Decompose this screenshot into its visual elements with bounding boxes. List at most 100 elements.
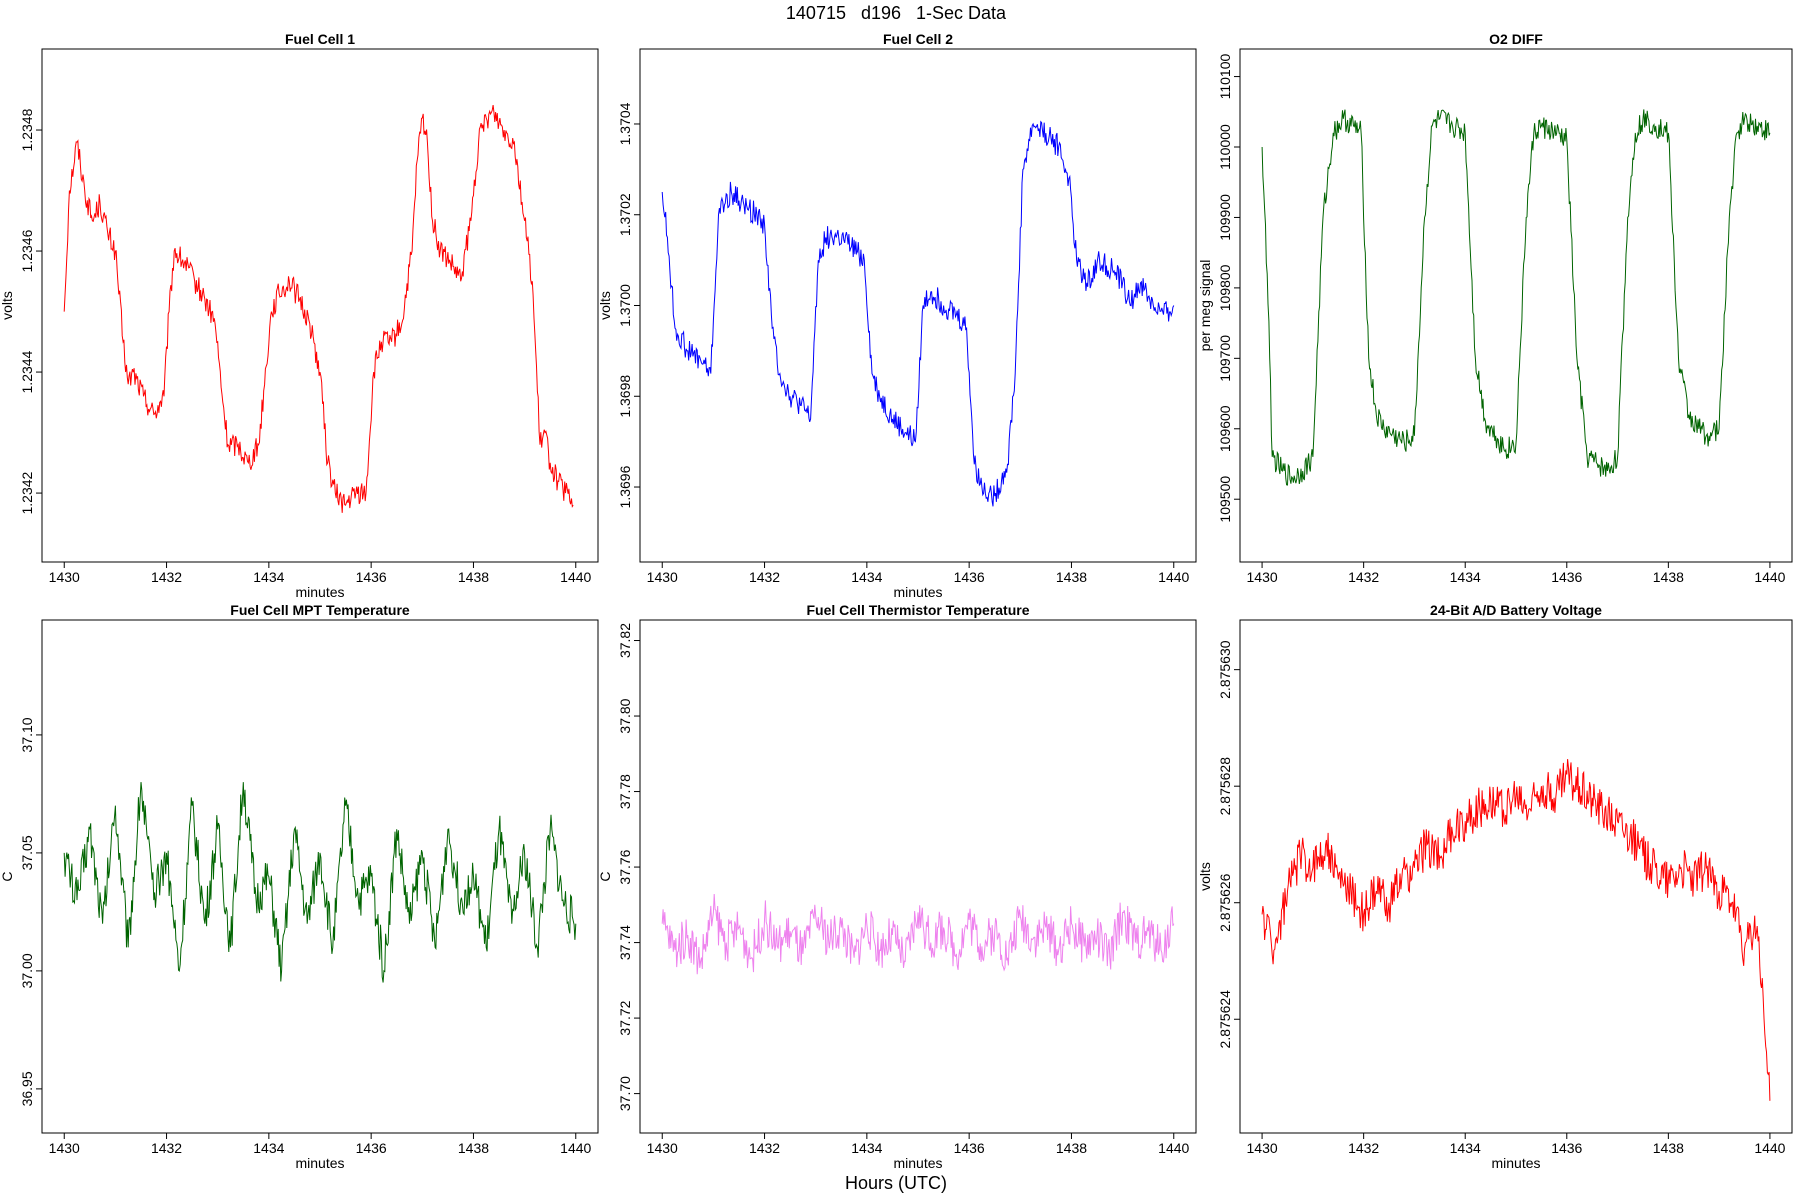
y-tick-label: 2.875628 xyxy=(1217,757,1233,816)
chart-panel-1: Fuel Cell 1 1430 1432 1434 1436 1438 1440 minut… xyxy=(0,31,599,600)
y-tick-label: 109500 xyxy=(1217,476,1233,523)
plot-frame xyxy=(639,48,1197,563)
series-line xyxy=(63,105,574,513)
x-axis-label: minutes xyxy=(1491,1155,1540,1171)
y-tick-label: 1.3702 xyxy=(617,193,633,236)
x-tick-label: 1430 xyxy=(647,569,678,585)
x-tick-label: 1438 xyxy=(1653,569,1684,585)
x-tick-label: 1434 xyxy=(851,1140,882,1156)
x-tick-label: 1434 xyxy=(253,569,284,585)
x-tick-label: 1438 xyxy=(1056,569,1087,585)
y-tick-label: 1.2344 xyxy=(19,350,35,393)
y-tick-label: 37.10 xyxy=(19,717,35,752)
y-tick-label: 37.78 xyxy=(617,774,633,809)
x-tick-label: 1434 xyxy=(851,569,882,585)
chart-panel-2: Fuel Cell 2 1430 1432 1434 1436 1438 1440 minut… xyxy=(597,31,1197,600)
x-tick-label: 1440 xyxy=(560,569,591,585)
x-tick-label: 1434 xyxy=(1450,1140,1481,1156)
x-tick-label: 1440 xyxy=(1158,1140,1189,1156)
y-tick-label: 1.3704 xyxy=(617,102,633,145)
y-tick-label: 1.3700 xyxy=(617,284,633,327)
series-line xyxy=(1261,109,1771,486)
x-tick-label: 1436 xyxy=(1551,569,1582,585)
x-tick-label: 1434 xyxy=(1450,569,1481,585)
y-axis-label: C xyxy=(597,871,613,881)
panel-title: Fuel Cell 2 xyxy=(883,31,953,47)
y-tick-label: 37.76 xyxy=(617,849,633,884)
panel-title: Fuel Cell MPT Temperature xyxy=(230,602,410,618)
x-tick-label: 1432 xyxy=(1348,569,1379,585)
x-tick-label: 1440 xyxy=(1158,569,1189,585)
chart-panels: Fuel Cell 1 1430 1432 1434 1436 1438 1440 minut… xyxy=(0,31,1793,1171)
series-line xyxy=(1261,759,1771,1101)
x-tick-label: 1438 xyxy=(458,1140,489,1156)
y-tick-label: 1.3696 xyxy=(617,465,633,508)
y-axis-label: volts xyxy=(1197,862,1213,891)
chart-panel-3: O2 DIFF 1430 1432 1434 1436 1438 1440 109500 109… xyxy=(1197,31,1793,585)
y-tick-label: 37.05 xyxy=(19,835,35,870)
x-tick-label: 1432 xyxy=(1348,1140,1379,1156)
y-tick-label: 2.875630 xyxy=(1217,640,1233,699)
y-tick-label: 2.875626 xyxy=(1217,873,1233,932)
chart-panel-4: Fuel Cell MPT Temperature 1430 1432 1434 143… xyxy=(0,602,599,1171)
x-tick-label: 1432 xyxy=(749,569,780,585)
y-tick-label: 1.3698 xyxy=(617,375,633,418)
plot-frame xyxy=(639,619,1197,1134)
plot-frame xyxy=(1239,48,1793,563)
figure-title: 140715 d196 1-Sec Data xyxy=(786,3,1007,23)
x-tick-label: 1430 xyxy=(49,569,80,585)
x-tick-label: 1434 xyxy=(253,1140,284,1156)
y-axis-label: volts xyxy=(0,291,15,320)
plot-frame xyxy=(41,619,599,1134)
x-tick-label: 1432 xyxy=(151,1140,182,1156)
x-axis-label: minutes xyxy=(295,584,344,600)
x-tick-label: 1436 xyxy=(356,1140,387,1156)
x-tick-label: 1436 xyxy=(356,569,387,585)
x-tick-label: 1438 xyxy=(1056,1140,1087,1156)
figure-x-axis-label: Hours (UTC) xyxy=(845,1173,947,1193)
chart-panel-5: Fuel Cell Thermistor Temperature 1430 1432… xyxy=(597,602,1197,1171)
y-tick-label: 110000 xyxy=(1217,124,1233,170)
y-tick-label: 1.2346 xyxy=(19,229,35,272)
panel-title: 24-Bit A/D Battery Voltage xyxy=(1430,602,1602,618)
x-tick-label: 1432 xyxy=(749,1140,780,1156)
y-tick-label: 109800 xyxy=(1217,264,1233,311)
y-tick-label: 36.95 xyxy=(19,1071,35,1106)
y-tick-label: 1.2348 xyxy=(19,108,35,151)
y-axis-label: C xyxy=(0,871,15,881)
y-tick-label: 110100 xyxy=(1217,54,1233,100)
x-axis-label: minutes xyxy=(893,584,942,600)
x-tick-label: 1430 xyxy=(647,1140,678,1156)
panel-title: Fuel Cell Thermistor Temperature xyxy=(806,602,1029,618)
series-line xyxy=(63,782,577,983)
y-tick-label: 37.80 xyxy=(617,698,633,733)
x-tick-label: 1430 xyxy=(49,1140,80,1156)
x-tick-label: 1440 xyxy=(560,1140,591,1156)
panel-title: O2 DIFF xyxy=(1489,31,1543,47)
x-tick-label: 1432 xyxy=(151,569,182,585)
y-tick-label: 37.72 xyxy=(617,1000,633,1035)
series-line xyxy=(661,120,1175,507)
plot-frame xyxy=(1239,619,1793,1134)
x-tick-label: 1440 xyxy=(1754,1140,1785,1156)
x-axis-label: minutes xyxy=(295,1155,344,1171)
plot-frame xyxy=(41,48,599,563)
series-line xyxy=(661,893,1175,975)
x-tick-label: 1436 xyxy=(954,569,985,585)
y-tick-label: 1.2342 xyxy=(19,471,35,514)
x-tick-label: 1440 xyxy=(1754,569,1785,585)
x-tick-label: 1430 xyxy=(1247,569,1278,585)
y-axis-label: volts xyxy=(597,291,613,320)
x-tick-label: 1430 xyxy=(1247,1140,1278,1156)
x-tick-label: 1438 xyxy=(458,569,489,585)
y-tick-label: 37.70 xyxy=(617,1076,633,1111)
y-tick-label: 37.00 xyxy=(19,953,35,988)
y-tick-label: 37.82 xyxy=(617,623,633,658)
y-tick-label: 109700 xyxy=(1217,335,1233,382)
x-tick-label: 1438 xyxy=(1653,1140,1684,1156)
chart-panel-6: 24-Bit A/D Battery Voltage 1430 1432 1434 14… xyxy=(1197,602,1793,1171)
y-axis-label: per meg signal xyxy=(1197,260,1213,352)
y-tick-label: 109600 xyxy=(1217,405,1233,452)
panel-title: Fuel Cell 1 xyxy=(285,31,355,47)
